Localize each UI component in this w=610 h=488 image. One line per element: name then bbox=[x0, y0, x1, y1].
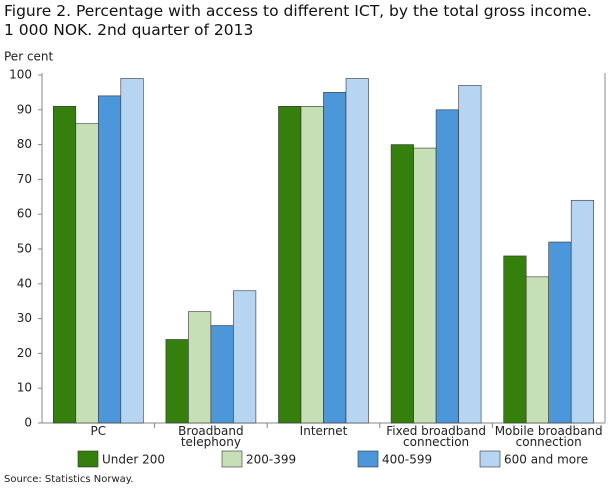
source: Source: Statistics Norway. bbox=[4, 474, 134, 485]
legend-swatch bbox=[357, 450, 379, 468]
y-tick-label: 40 bbox=[17, 276, 32, 290]
x-tick-label: Fixed broadband connection bbox=[386, 424, 486, 449]
y-tick-label: 100 bbox=[9, 68, 32, 82]
legend-label: Under 200 bbox=[102, 453, 165, 467]
x-tick-label: Broadband telephony bbox=[178, 424, 244, 449]
x-tick-label: Mobile broadband connection bbox=[494, 424, 603, 449]
y-tick-label: 30 bbox=[17, 311, 32, 325]
legend-label: 600 and more bbox=[504, 453, 588, 467]
bar bbox=[390, 144, 414, 424]
bar bbox=[323, 92, 347, 424]
bar bbox=[570, 199, 595, 424]
legend-swatch bbox=[479, 450, 501, 468]
bar bbox=[345, 78, 369, 424]
bar bbox=[458, 85, 482, 424]
bar bbox=[75, 123, 99, 424]
y-axis-label: Per cent bbox=[4, 50, 54, 64]
legend-label: 400-599 bbox=[382, 453, 432, 467]
y-tick-label: 80 bbox=[17, 137, 32, 151]
y-tick-label: 20 bbox=[17, 346, 32, 360]
bar bbox=[52, 106, 77, 424]
bar bbox=[435, 109, 459, 424]
bar bbox=[188, 311, 212, 424]
bar bbox=[503, 255, 527, 424]
legend-swatch bbox=[77, 450, 99, 468]
legend-swatch bbox=[221, 450, 243, 468]
x-tick-label: PC bbox=[90, 424, 107, 438]
bar bbox=[413, 147, 437, 424]
y-tick-label: 10 bbox=[17, 381, 32, 395]
y-tick-label: 60 bbox=[17, 207, 32, 221]
bar bbox=[548, 241, 572, 424]
bar bbox=[300, 106, 324, 424]
bar bbox=[278, 106, 302, 424]
y-tick-label: 90 bbox=[17, 102, 32, 116]
y-tick-label: 50 bbox=[17, 242, 32, 256]
y-tick-label: 0 bbox=[24, 416, 32, 430]
bar bbox=[165, 339, 189, 424]
y-tick-label: 70 bbox=[17, 172, 32, 186]
bar bbox=[98, 95, 122, 424]
bar bbox=[120, 78, 144, 424]
x-tick-label: Internet bbox=[299, 424, 348, 438]
chart-title: Figure 2. Percentage with access to diff… bbox=[4, 2, 592, 39]
bar bbox=[210, 325, 234, 424]
bar bbox=[233, 290, 257, 424]
bar bbox=[525, 276, 550, 424]
legend-label: 200-399 bbox=[246, 453, 296, 467]
